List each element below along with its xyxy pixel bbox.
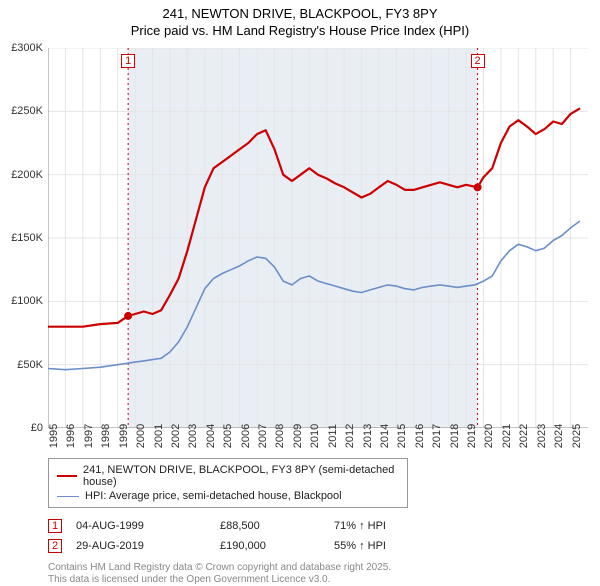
footnote: Contains HM Land Registry data © Crown c… [48, 562, 588, 586]
x-axis-label: 2009 [292, 424, 304, 448]
x-axis-label: 2022 [518, 424, 530, 448]
chart-marker-1: 1 [121, 54, 135, 68]
x-axis-label: 1997 [83, 424, 95, 448]
sale-date-1: 04-AUG-1999 [76, 520, 206, 532]
x-axis-label: 2017 [431, 424, 443, 448]
chart-plot-area: £0£50K£100K£150K£200K£250K£300K199519961… [48, 48, 588, 428]
x-axis-label: 2015 [396, 424, 408, 448]
x-axis-label: 2012 [344, 424, 356, 448]
y-axis-label: £0 [0, 422, 43, 434]
y-axis-label: £100K [0, 295, 43, 307]
sale-price-1: £88,500 [220, 520, 320, 532]
x-axis-label: 2001 [153, 424, 165, 448]
x-axis-label: 1999 [118, 424, 130, 448]
legend-swatch-hpi [57, 496, 79, 497]
x-axis-label: 2011 [327, 424, 339, 448]
sale-price-2: £190,000 [220, 540, 320, 552]
legend-swatch-property [57, 475, 77, 477]
legend-box: 241, NEWTON DRIVE, BLACKPOOL, FY3 8PY (s… [48, 458, 408, 508]
x-axis-label: 2025 [571, 424, 583, 448]
title-line-2: Price paid vs. HM Land Registry's House … [0, 23, 600, 40]
chart-svg [48, 48, 588, 428]
x-axis-label: 2018 [449, 424, 461, 448]
y-axis-label: £150K [0, 232, 43, 244]
x-axis-label: 2024 [553, 424, 565, 448]
sale-date-2: 29-AUG-2019 [76, 540, 206, 552]
legend-row-property: 241, NEWTON DRIVE, BLACKPOOL, FY3 8PY (s… [57, 463, 399, 489]
y-axis-label: £50K [0, 359, 43, 371]
sale-row-1: 1 04-AUG-1999 £88,500 71% ↑ HPI [48, 516, 588, 536]
x-axis-label: 1998 [100, 424, 112, 448]
legend-label-hpi: HPI: Average price, semi-detached house,… [85, 490, 342, 502]
y-axis-label: £200K [0, 169, 43, 181]
y-axis-label: £300K [0, 42, 43, 54]
x-axis-label: 2003 [187, 424, 199, 448]
footnote-line-2: This data is licensed under the Open Gov… [48, 574, 588, 586]
x-axis-label: 2013 [362, 424, 374, 448]
footnote-line-1: Contains HM Land Registry data © Crown c… [48, 562, 588, 574]
sale-delta-2: 55% ↑ HPI [334, 540, 434, 552]
x-axis-label: 2014 [379, 424, 391, 448]
x-axis-label: 1996 [65, 424, 77, 448]
x-axis-label: 2007 [257, 424, 269, 448]
x-axis-label: 2000 [135, 424, 147, 448]
x-axis-label: 1995 [48, 424, 60, 448]
x-axis-label: 2008 [274, 424, 286, 448]
x-axis-label: 2006 [240, 424, 252, 448]
y-axis-label: £250K [0, 105, 43, 117]
title-line-1: 241, NEWTON DRIVE, BLACKPOOL, FY3 8PY [0, 6, 600, 23]
sales-table: 1 04-AUG-1999 £88,500 71% ↑ HPI 2 29-AUG… [48, 516, 588, 556]
chart-title: 241, NEWTON DRIVE, BLACKPOOL, FY3 8PY Pr… [0, 0, 600, 40]
x-axis-label: 2023 [536, 424, 548, 448]
x-axis-label: 2002 [170, 424, 182, 448]
x-axis-label: 2010 [309, 424, 321, 448]
x-axis-label: 2004 [205, 424, 217, 448]
sale-marker-1: 1 [48, 519, 62, 533]
x-axis-label: 2021 [501, 424, 513, 448]
sale-delta-1: 71% ↑ HPI [334, 520, 434, 532]
x-axis-label: 2016 [414, 424, 426, 448]
chart-marker-2: 2 [471, 54, 485, 68]
sale-row-2: 2 29-AUG-2019 £190,000 55% ↑ HPI [48, 536, 588, 556]
legend-and-footer: 241, NEWTON DRIVE, BLACKPOOL, FY3 8PY (s… [48, 458, 588, 586]
legend-row-hpi: HPI: Average price, semi-detached house,… [57, 489, 399, 503]
x-axis-label: 2020 [483, 424, 495, 448]
legend-label-property: 241, NEWTON DRIVE, BLACKPOOL, FY3 8PY (s… [83, 464, 399, 488]
x-axis-label: 2019 [466, 424, 478, 448]
x-axis-label: 2005 [222, 424, 234, 448]
sale-marker-2: 2 [48, 539, 62, 553]
